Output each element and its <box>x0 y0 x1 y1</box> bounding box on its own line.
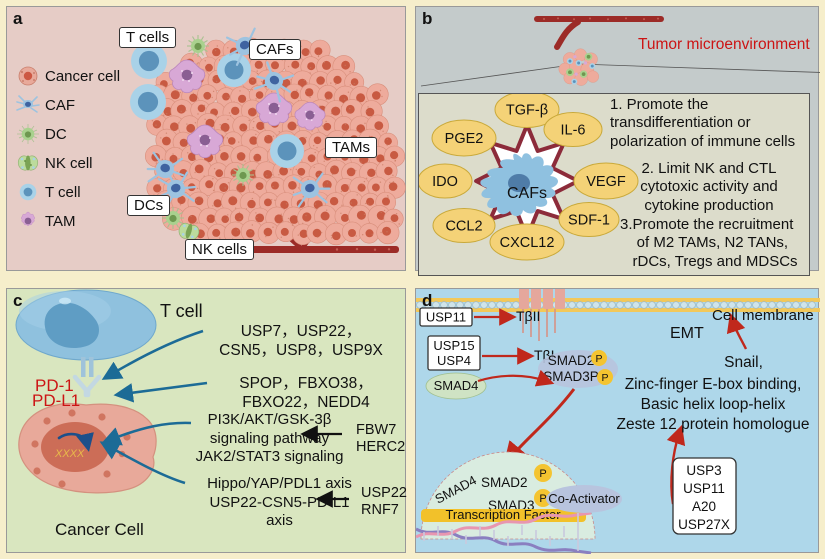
svg-text:USP27X: USP27X <box>678 517 730 532</box>
svg-text:TGF-β: TGF-β <box>506 103 548 119</box>
svg-text:SMAD4: SMAD4 <box>434 378 479 393</box>
svg-text:TβII: TβII <box>516 308 540 324</box>
svg-text:SDF-1: SDF-1 <box>568 213 610 229</box>
svg-text:IL-6: IL-6 <box>561 123 586 139</box>
svg-text:CCL2: CCL2 <box>445 219 482 235</box>
svg-text:SMAD2: SMAD2 <box>548 353 595 368</box>
svg-text:P: P <box>539 468 546 480</box>
svg-text:SMAD3P: SMAD3P <box>543 369 599 384</box>
svg-text:P: P <box>595 353 602 365</box>
svg-text:SMAD2: SMAD2 <box>481 475 528 490</box>
svg-text:PGE2: PGE2 <box>445 131 484 147</box>
svg-text:Transcription Factor: Transcription Factor <box>445 507 561 522</box>
svg-text:USP3: USP3 <box>686 463 721 478</box>
svg-text:USP11: USP11 <box>683 481 725 496</box>
svg-text:P: P <box>539 493 546 505</box>
svg-text:XXXX: XXXX <box>54 448 85 460</box>
svg-text:IDO: IDO <box>432 174 458 190</box>
svg-text:USP4: USP4 <box>437 353 471 368</box>
svg-text:USP11: USP11 <box>426 310 466 325</box>
svg-text:CXCL12: CXCL12 <box>500 235 555 251</box>
svg-text:P: P <box>601 372 608 384</box>
svg-text:CAFs: CAFs <box>507 185 547 202</box>
svg-text:USP15: USP15 <box>433 338 474 353</box>
svg-text:Co-Activator: Co-Activator <box>548 491 620 506</box>
svg-text:A20: A20 <box>692 499 716 514</box>
